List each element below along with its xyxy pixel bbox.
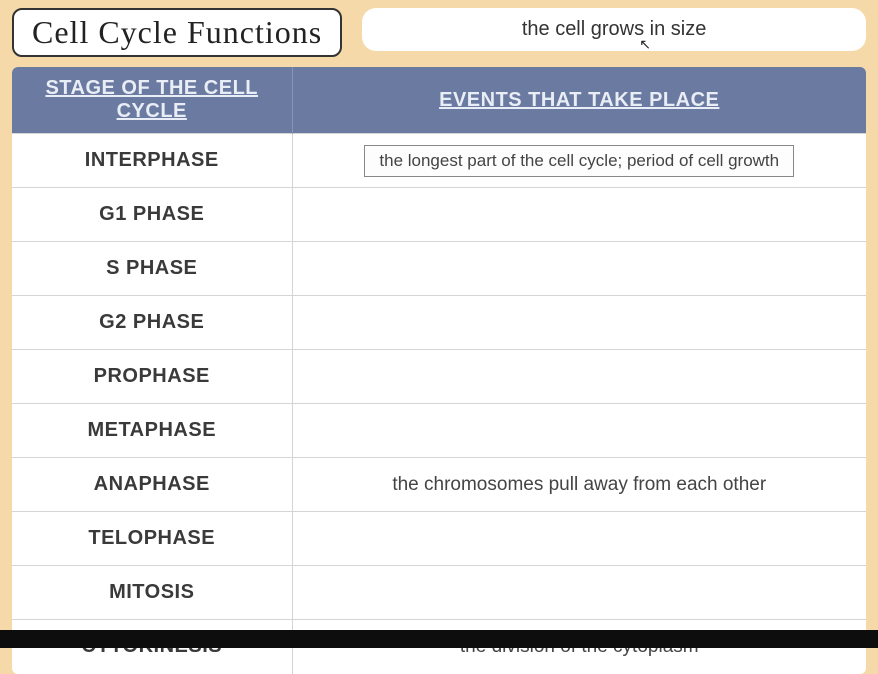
event-cell[interactable] <box>292 566 866 620</box>
table-header-row: STAGE OF THE CELL CYCLE EVENTS THAT TAKE… <box>12 67 866 134</box>
table-row: ANAPHASE the chromosomes pull away from e… <box>12 458 866 512</box>
stage-cell[interactable]: ANAPHASE <box>12 458 292 512</box>
event-cell[interactable]: the longest part of the cell cycle; peri… <box>292 134 866 188</box>
stage-cell[interactable]: PROPHASE <box>12 350 292 404</box>
hint-card[interactable]: the cell grows in size ↖ <box>362 8 866 51</box>
stage-cell[interactable]: INTERPHASE <box>12 134 292 188</box>
stage-cell[interactable]: METAPHASE <box>12 404 292 458</box>
event-cell[interactable] <box>292 512 866 566</box>
table-row: G2 PHASE <box>12 296 866 350</box>
table-row: METAPHASE <box>12 404 866 458</box>
bottom-bar <box>0 630 878 648</box>
page-title: Cell Cycle Functions <box>12 8 342 57</box>
header-events: EVENTS THAT TAKE PLACE <box>292 67 866 134</box>
table-row: PROPHASE <box>12 350 866 404</box>
event-cell[interactable] <box>292 242 866 296</box>
event-cell[interactable]: the chromosomes pull away from each othe… <box>292 458 866 512</box>
top-row: Cell Cycle Functions the cell grows in s… <box>0 0 878 67</box>
stage-cell[interactable]: TELOPHASE <box>12 512 292 566</box>
stage-cell[interactable]: S PHASE <box>12 242 292 296</box>
hint-text: the cell grows in size <box>522 18 707 40</box>
table-row: MITOSIS <box>12 566 866 620</box>
stage-cell[interactable]: G1 PHASE <box>12 188 292 242</box>
header-stage: STAGE OF THE CELL CYCLE <box>12 67 292 134</box>
event-cell[interactable] <box>292 350 866 404</box>
event-cell[interactable] <box>292 404 866 458</box>
table-row: INTERPHASE the longest part of the cell c… <box>12 134 866 188</box>
stage-cell[interactable]: G2 PHASE <box>12 296 292 350</box>
stage-cell[interactable]: MITOSIS <box>12 566 292 620</box>
table-row: G1 PHASE <box>12 188 866 242</box>
table-row: S PHASE <box>12 242 866 296</box>
event-cell[interactable] <box>292 296 866 350</box>
event-text: the chromosomes pull away from each othe… <box>392 474 766 495</box>
event-cell[interactable] <box>292 188 866 242</box>
event-boxed[interactable]: the longest part of the cell cycle; peri… <box>364 145 794 177</box>
cycle-table: STAGE OF THE CELL CYCLE EVENTS THAT TAKE… <box>12 67 866 674</box>
table-row: TELOPHASE <box>12 512 866 566</box>
